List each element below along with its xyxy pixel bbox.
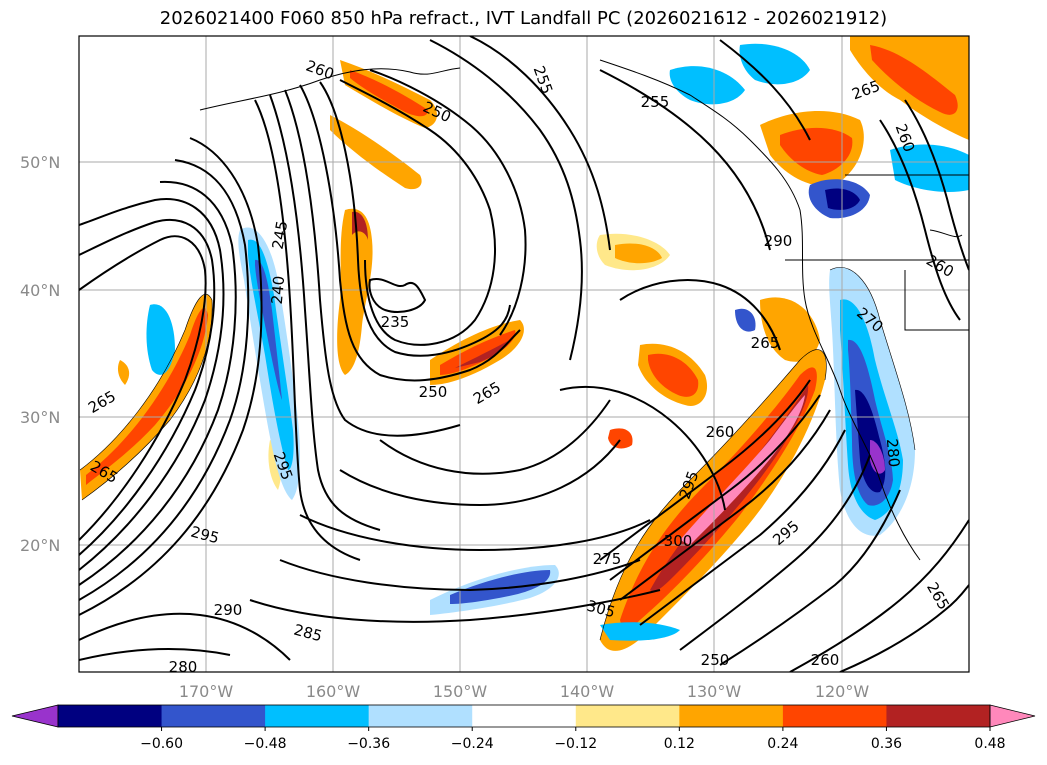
colorbar-segment — [58, 705, 163, 727]
colorbar-tick-label: 0.48 — [974, 736, 1005, 752]
colorbar-segment — [679, 705, 784, 727]
lon-label-140w: 140°W — [560, 682, 615, 701]
contour-label: 280 — [883, 438, 903, 468]
contour-label: 235 — [381, 313, 410, 331]
lat-label-40n: 40°N — [20, 281, 60, 300]
colorbar-tick-label: −0.36 — [347, 736, 390, 752]
contour-label: 300 — [664, 532, 693, 550]
colorbar-frame — [57, 704, 991, 728]
colorbar-tick-label: 0.24 — [767, 736, 798, 752]
contour-label: 250 — [419, 383, 448, 401]
lon-label-170w: 170°W — [179, 682, 234, 701]
lat-label-50n: 50°N — [20, 153, 60, 172]
colorbar-segment — [161, 705, 266, 727]
contour-label: 245 — [269, 219, 292, 250]
colorbar: −0.60 −0.48 −0.36 −0.24 −0.12 0.12 0.24 0.36 0.4… — [11, 704, 1036, 752]
contour-label: 280 — [169, 658, 198, 676]
colorbar-segment — [886, 705, 991, 727]
lat-label-20n: 20°N — [20, 536, 60, 555]
contour-label: 240 — [268, 275, 288, 305]
lon-label-130w: 130°W — [687, 682, 742, 701]
contour-label: 260 — [706, 423, 735, 441]
colorbar-segment — [368, 705, 473, 727]
contour-label: 260 — [811, 651, 840, 669]
contour-label: 250 — [701, 651, 730, 669]
contour-label: 290 — [764, 232, 793, 250]
colorbar-extend-max — [989, 704, 1036, 728]
colorbar-segment — [782, 705, 887, 727]
figure-title: 2026021400 F060 850 hPa refract., IVT La… — [159, 8, 888, 29]
shading-outlines — [79, 267, 916, 641]
colorbar-segment — [575, 705, 680, 727]
colorbar-extend-min — [11, 704, 59, 728]
refractivity-contours — [79, 36, 969, 672]
lat-label-30n: 30°N — [20, 408, 60, 427]
contour-label: 255 — [641, 93, 670, 111]
map-frame — [78, 35, 970, 673]
colorbar-tick-label: 0.12 — [664, 736, 695, 752]
colorbar-tick-label: −0.48 — [244, 736, 287, 752]
lon-label-120w: 120°W — [815, 682, 870, 701]
contour-label: 290 — [214, 601, 243, 619]
colorbar-segment — [472, 705, 577, 727]
contour-label: 275 — [593, 550, 622, 568]
colorbar-segment — [265, 705, 370, 727]
colorbar-tick-label: −0.60 — [140, 736, 183, 752]
colorbar-tick-label: 0.36 — [871, 736, 902, 752]
contour-label: 265 — [751, 334, 780, 352]
lon-label-160w: 160°W — [306, 682, 361, 701]
colorbar-tick-label: −0.12 — [554, 736, 597, 752]
lon-label-150w: 150°W — [433, 682, 488, 701]
colorbar-tick-label: −0.24 — [451, 736, 494, 752]
negative-anomaly-shading — [146, 43, 969, 641]
